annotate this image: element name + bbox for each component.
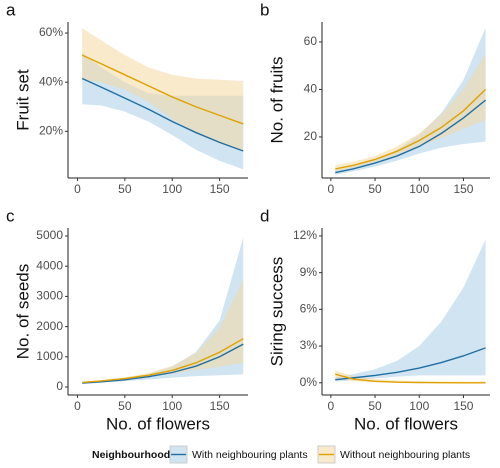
x-tick-label: 50 <box>368 399 382 413</box>
y-tick-label: 20% <box>39 123 63 137</box>
line <box>82 343 244 384</box>
y-tick-label: 40% <box>39 74 63 88</box>
y-tick-label: 3% <box>300 338 318 352</box>
x-tick-label: 0 <box>74 182 81 196</box>
y-axis-label: Fruit set <box>13 69 32 131</box>
y-tick-label: 0 <box>56 379 63 393</box>
legend-label: With neighbouring plants <box>192 449 308 461</box>
y-tick-label: 0% <box>300 375 318 389</box>
confidence-band <box>82 279 244 384</box>
legend-title: Neighbourhood <box>92 449 170 461</box>
x-axis-label: No. of flowers <box>354 414 458 433</box>
x-tick-label: 50 <box>118 182 132 196</box>
x-tick-label: 50 <box>368 182 382 196</box>
x-tick-label: 0 <box>327 399 334 413</box>
x-tick-label: 150 <box>453 399 473 413</box>
line <box>81 54 244 125</box>
confidence-band <box>335 27 486 175</box>
line <box>335 347 486 381</box>
confidence-band <box>335 370 486 383</box>
legend-label: Without neighbouring plants <box>340 449 470 461</box>
x-tick-label: 100 <box>409 399 429 413</box>
x-tick-label: 150 <box>210 182 230 196</box>
y-tick-label: 1000 <box>36 349 63 363</box>
y-tick-label: 9% <box>300 265 318 279</box>
panel-label: b <box>260 0 269 19</box>
y-tick-label: 60% <box>39 25 63 39</box>
x-tick-label: 150 <box>453 182 473 196</box>
x-tick-label: 100 <box>162 182 182 196</box>
x-axis-label: No. of flowers <box>106 414 210 433</box>
line <box>82 338 244 384</box>
y-tick-label: 5000 <box>36 228 63 242</box>
x-tick-label: 0 <box>327 182 334 196</box>
confidence-band <box>82 28 244 151</box>
panel-label: a <box>6 0 16 19</box>
line <box>335 373 486 384</box>
line <box>81 77 244 152</box>
y-tick-label: 20 <box>304 129 318 143</box>
y-tick-label: 4000 <box>36 258 63 272</box>
y-axis-label: No. of seeds <box>13 264 32 359</box>
y-tick-label: 2000 <box>36 319 63 333</box>
y-axis-label: Siring success <box>267 257 286 367</box>
panel-label: c <box>6 206 15 225</box>
panel-label: d <box>260 206 269 225</box>
x-tick-label: 150 <box>210 399 230 413</box>
confidence-band <box>335 239 486 382</box>
y-tick-label: 12% <box>293 228 317 242</box>
y-tick-label: 60 <box>304 34 318 48</box>
line <box>335 99 487 174</box>
x-tick-label: 0 <box>74 399 81 413</box>
y-tick-label: 6% <box>300 302 318 316</box>
confidence-band <box>335 53 486 172</box>
y-axis-label: No. of fruits <box>267 57 286 144</box>
y-tick-label: 3000 <box>36 289 63 303</box>
y-tick-label: 40 <box>304 82 318 96</box>
line <box>335 88 487 170</box>
x-tick-label: 100 <box>409 182 429 196</box>
x-tick-label: 50 <box>118 399 132 413</box>
x-tick-label: 100 <box>162 399 182 413</box>
